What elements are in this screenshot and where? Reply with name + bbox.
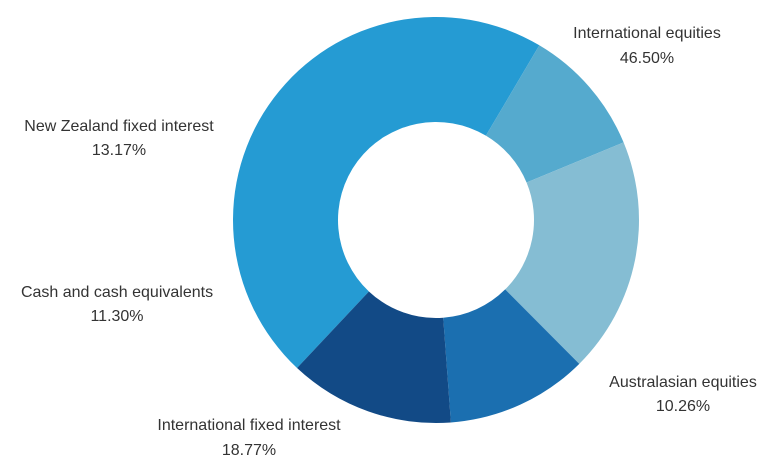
- slice-australasian-equities: [485, 45, 624, 183]
- donut-slices: [233, 17, 640, 424]
- slice-label-name: International equities: [573, 25, 721, 42]
- slice-label-value: 46.50%: [620, 50, 674, 67]
- slice-label-value: 18.77%: [222, 442, 276, 457]
- slice-label-value: 13.17%: [92, 142, 146, 159]
- slice-international-equities: [233, 17, 540, 368]
- slice-new-zealand-fixed-interest: [297, 291, 451, 424]
- slice-label-value: 11.30%: [90, 308, 143, 325]
- slice-labels: International equities 46.50% Australasian…: [21, 25, 757, 457]
- slice-label-name: Australasian equities: [609, 374, 757, 391]
- slice-label-name: New Zealand fixed interest: [24, 118, 214, 135]
- slice-cash-and-cash-equivalents: [443, 289, 580, 423]
- slice-label-name: International fixed interest: [157, 417, 341, 434]
- slice-label-name: Cash and cash equivalents: [21, 284, 213, 301]
- slice-label-value: 10.26%: [656, 398, 710, 415]
- slice-international-fixed-interest: [505, 142, 640, 364]
